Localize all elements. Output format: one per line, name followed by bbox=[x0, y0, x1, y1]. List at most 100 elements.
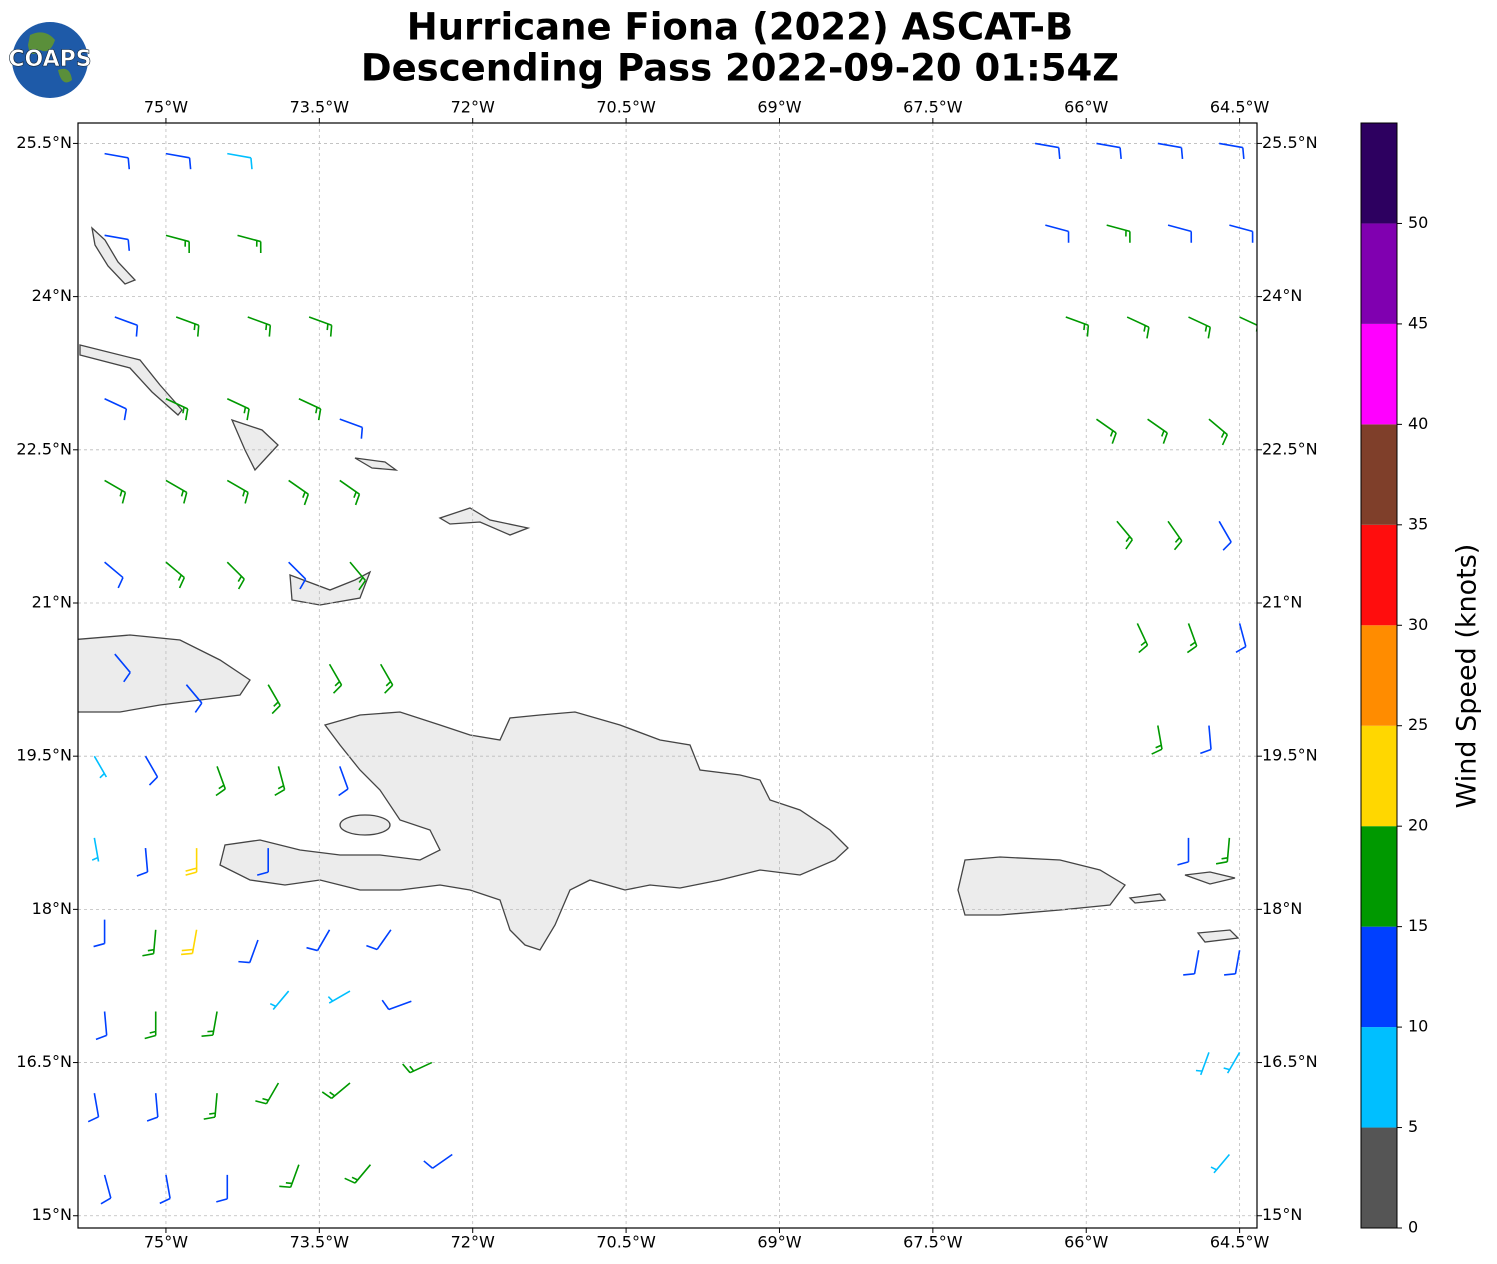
wind-barb bbox=[423, 1153, 453, 1169]
wind-barb bbox=[1235, 623, 1247, 654]
wind-barb bbox=[1200, 725, 1212, 755]
wind-barb bbox=[1034, 142, 1061, 160]
wind-barb bbox=[402, 1061, 433, 1074]
wind-barb bbox=[1147, 418, 1169, 444]
wind-barb bbox=[1157, 142, 1184, 160]
wind-barb bbox=[1167, 520, 1183, 551]
barb-layer bbox=[87, 142, 1257, 1205]
land-layer bbox=[78, 226, 1240, 951]
wind-barb bbox=[328, 663, 343, 694]
cuba bbox=[78, 634, 251, 713]
wind-barb bbox=[91, 837, 100, 862]
x-tick-label: 70.5°W bbox=[596, 98, 656, 117]
wind-barb bbox=[267, 684, 281, 715]
wind-barb bbox=[104, 561, 124, 589]
logo: COAPS bbox=[8, 22, 92, 98]
y-tick-label: 24°N bbox=[1262, 286, 1302, 305]
wind-barb bbox=[237, 234, 262, 253]
colorbar-tick-label: 35 bbox=[1408, 514, 1428, 533]
wind-barb bbox=[114, 316, 139, 337]
wind-barb bbox=[226, 479, 249, 504]
wind-barb bbox=[1065, 316, 1090, 337]
wind-barb bbox=[181, 929, 198, 956]
hispaniola bbox=[219, 711, 849, 951]
y-tick-label: 21°N bbox=[1262, 592, 1302, 611]
gonave bbox=[339, 814, 391, 836]
bahamas-island bbox=[230, 418, 279, 472]
bahamas-island bbox=[289, 570, 372, 606]
wind-barb bbox=[104, 398, 128, 421]
wind-barb bbox=[185, 848, 198, 876]
wind-barb bbox=[1208, 418, 1229, 446]
x-tick-label: 67.5°W bbox=[903, 1233, 963, 1252]
y-tick-label: 25.5°N bbox=[16, 133, 72, 152]
colorbar-tick-label: 5 bbox=[1408, 1117, 1418, 1136]
colorbar-segment bbox=[1361, 1027, 1397, 1128]
wind-barb bbox=[298, 398, 322, 421]
wind-barb bbox=[104, 234, 131, 251]
x-tick-label: 64.5°W bbox=[1210, 98, 1270, 117]
wind-barb bbox=[1096, 418, 1117, 444]
colorbar-segment bbox=[1361, 625, 1397, 726]
wind-barb bbox=[238, 939, 259, 964]
wind-barb bbox=[349, 561, 367, 591]
x-tick-label: 75°W bbox=[144, 98, 188, 117]
wind-barb bbox=[1219, 142, 1245, 160]
wind-barb bbox=[144, 1011, 157, 1040]
wind-barb bbox=[1224, 950, 1241, 976]
wind-barb bbox=[339, 479, 361, 506]
wind-barb bbox=[308, 316, 333, 337]
wind-barb bbox=[1126, 316, 1150, 339]
wind-barb bbox=[226, 398, 250, 421]
wind-barb bbox=[1136, 623, 1149, 654]
x-tick-label: 73.5°W bbox=[290, 98, 350, 117]
wind-barb bbox=[136, 848, 149, 877]
colorbar-segment bbox=[1361, 826, 1397, 927]
wind-barb bbox=[1218, 520, 1232, 551]
bahamas-island bbox=[91, 226, 137, 285]
wind-barb bbox=[185, 684, 203, 713]
wind-barb bbox=[1186, 623, 1198, 654]
wind-barb bbox=[1167, 224, 1193, 243]
wind-barb bbox=[93, 919, 106, 948]
wind-barb bbox=[159, 1174, 171, 1205]
wind-barb bbox=[1151, 725, 1163, 755]
wind-barb bbox=[146, 1093, 159, 1122]
wind-barb bbox=[344, 1164, 372, 1184]
wind-barb bbox=[366, 929, 392, 951]
colorbar-tick-label: 0 bbox=[1408, 1218, 1418, 1237]
y-tick-label: 19.5°N bbox=[16, 746, 72, 765]
y-tick-label: 16.5°N bbox=[1262, 1052, 1318, 1071]
colorbar-tick-label: 30 bbox=[1408, 615, 1428, 634]
wind-barb bbox=[247, 316, 272, 337]
wind-barb bbox=[1045, 224, 1070, 243]
y-tick-label: 16.5°N bbox=[16, 1052, 72, 1071]
y-tick-label: 21°N bbox=[32, 592, 72, 611]
wind-barb bbox=[256, 848, 269, 876]
colorbar-segment bbox=[1361, 926, 1397, 1028]
wind-barb bbox=[87, 1093, 100, 1123]
grid-layer: 75°W 75°W 73.5°W 73.5°W 72°W 72°W 70.5°W 70.5°W… bbox=[16, 98, 1317, 1252]
wind-barb bbox=[269, 990, 290, 1010]
wind-barb bbox=[175, 316, 200, 337]
wind-barb bbox=[255, 1082, 280, 1105]
wind-barb bbox=[1210, 1153, 1231, 1174]
chart-subtitle: Descending Pass 2022-09-20 01:54Z bbox=[361, 47, 1119, 90]
wind-barb bbox=[321, 1082, 351, 1100]
wind-barb bbox=[142, 929, 157, 957]
bahamas-island bbox=[79, 344, 183, 416]
y-tick-label: 15°N bbox=[32, 1205, 72, 1224]
wind-barb bbox=[165, 479, 188, 504]
colorbar-tick-label: 45 bbox=[1408, 313, 1428, 332]
x-tick-label: 72°W bbox=[451, 1233, 495, 1252]
y-tick-label: 25.5°N bbox=[1262, 133, 1318, 152]
wind-barb bbox=[165, 152, 192, 170]
x-tick-label: 73.5°W bbox=[290, 1233, 350, 1252]
chart-title: Hurricane Fiona (2022) ASCAT-B bbox=[407, 6, 1074, 49]
wind-barb bbox=[144, 755, 159, 786]
y-tick-label: 22.5°N bbox=[1262, 439, 1318, 458]
y-tick-label: 18°N bbox=[1262, 899, 1302, 918]
wind-barb bbox=[379, 663, 394, 694]
wind-barb bbox=[1239, 316, 1257, 332]
map-frame bbox=[77, 122, 1258, 1229]
